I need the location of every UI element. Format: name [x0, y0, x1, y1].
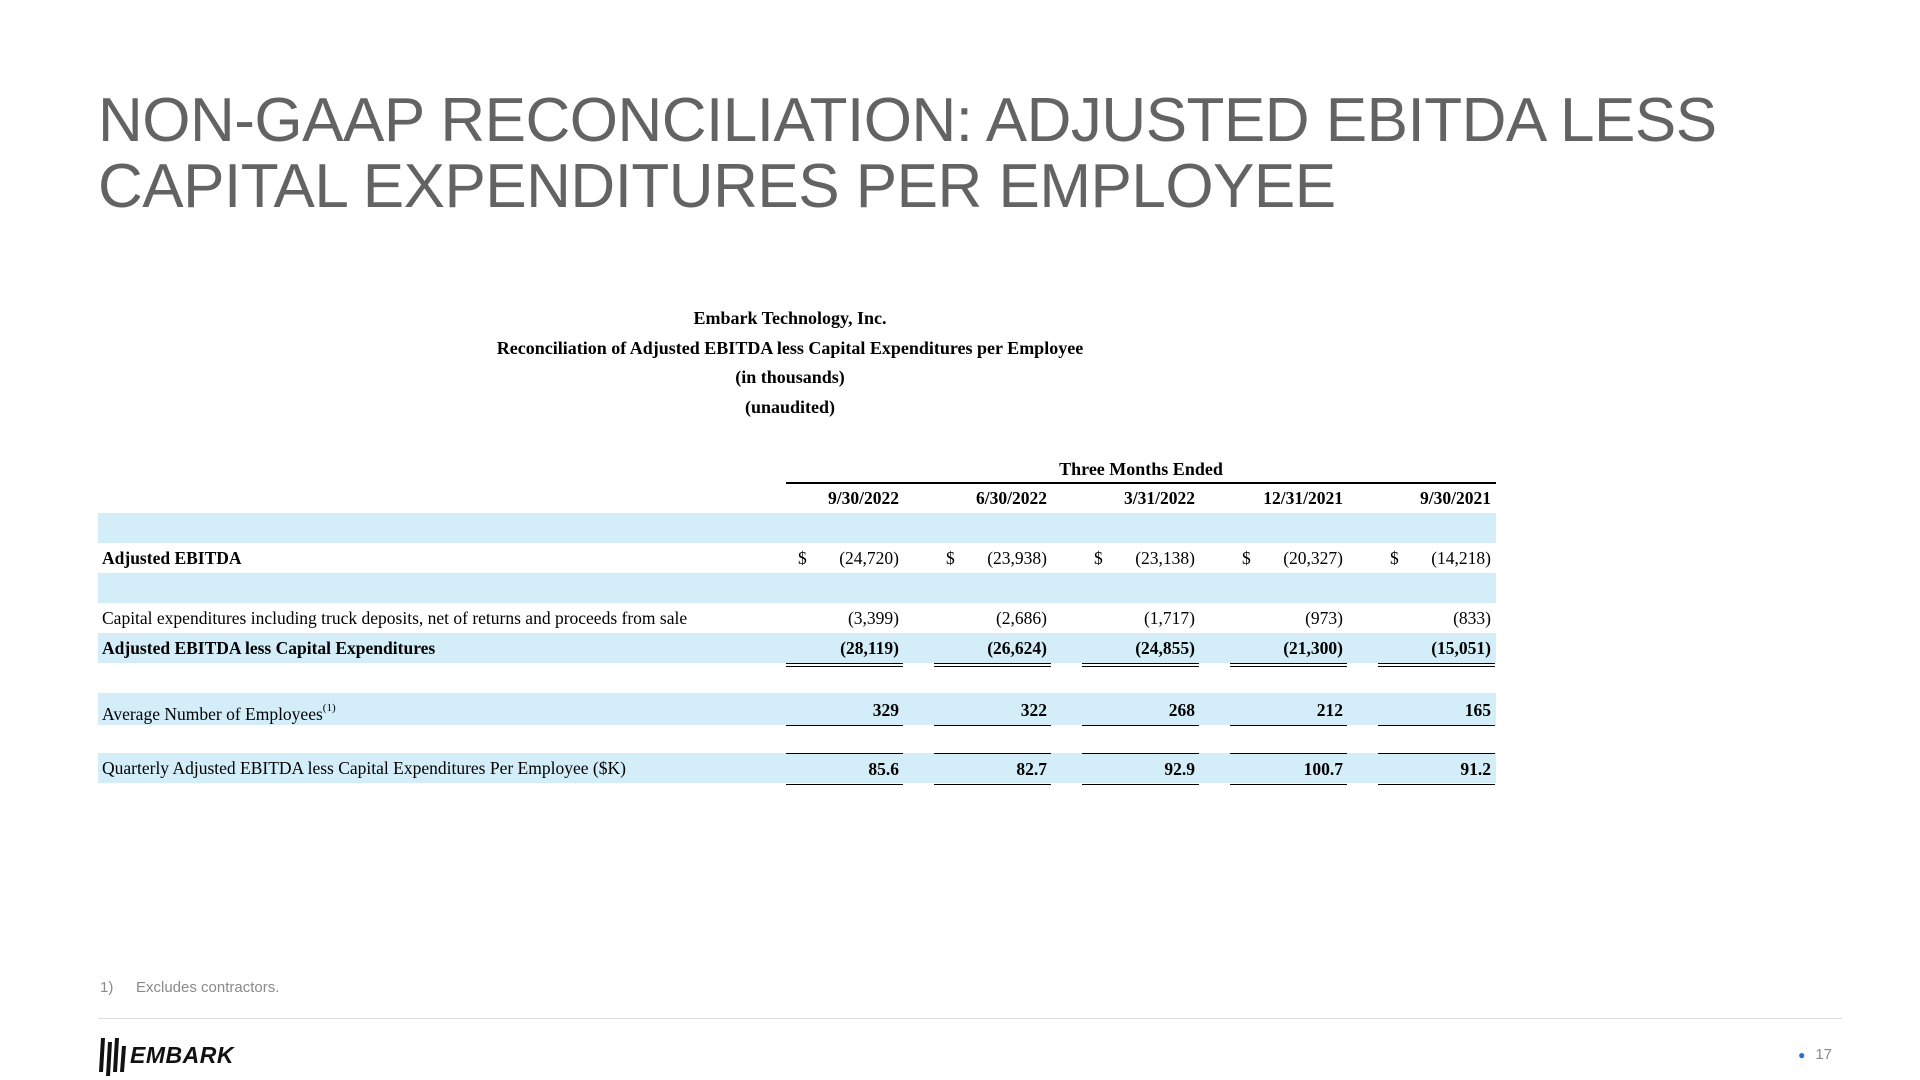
footnote-text: Excludes contractors. — [136, 979, 280, 996]
table-cell: $ (20,327) — [1242, 548, 1343, 568]
table-cell: $ (23,138) — [1094, 548, 1195, 568]
embark-logo-icon — [99, 1038, 126, 1076]
row-label: Adjusted EBITDA — [102, 548, 242, 568]
footnote-ref: (1) — [322, 702, 336, 714]
report-company: Embark Technology, Inc. — [693, 308, 887, 328]
table-cell: 91.2 — [1378, 753, 1495, 785]
table-cell: 85.6 — [786, 753, 903, 785]
logo-wordmark: EMBARK — [130, 1042, 234, 1068]
spacer-row — [98, 663, 1496, 693]
report-subtitle: Reconciliation of Adjusted EBITDA less C… — [496, 337, 1084, 358]
table-header-row: 9/30/2022 6/30/2022 3/31/2022 12/31/2021… — [98, 483, 1496, 514]
spacer-row — [98, 573, 1496, 603]
footnote-number: 1) — [100, 979, 114, 996]
table-cell: 322 — [934, 695, 1051, 726]
table-cell: 100.7 — [1230, 753, 1347, 785]
row-label: Capital expenditures including truck dep… — [102, 608, 688, 628]
table-cell: (2,686) — [934, 603, 1051, 634]
table-row-capex: Capital expenditures including truck dep… — [98, 603, 1496, 634]
footnote: 1) Excludes contractors. — [100, 979, 279, 996]
column-header: 12/31/2021 — [1230, 483, 1347, 514]
table-cell: (833) — [1378, 603, 1495, 634]
row-label: Average Number of Employees(1) — [102, 702, 336, 724]
slide-title-line-2: CAPITAL EXPENDITURES PER EMPLOYEE — [98, 152, 1336, 221]
column-group-header: Three Months Ended — [786, 456, 1496, 484]
table-cell: 82.7 — [934, 753, 1051, 785]
table-row-ebitda-less-capex: Adjusted EBITDA less Capital Expenditure… — [98, 633, 1496, 667]
table-cell: 212 — [1230, 695, 1347, 726]
page-number: ● 17 — [1798, 1046, 1832, 1063]
table-cell: 268 — [1082, 695, 1199, 726]
table-cell: (3,399) — [786, 603, 903, 634]
slide-title-line-1: NON-GAAP RECONCILIATION: ADJUSTED EBITDA… — [98, 86, 1717, 155]
table-cell: (26,624) — [934, 633, 1051, 667]
bullet-icon: ● — [1798, 1048, 1806, 1062]
row-label: Adjusted EBITDA less Capital Expenditure… — [102, 638, 436, 658]
table-cell: 165 — [1378, 695, 1495, 726]
table-cell: (15,051) — [1378, 633, 1495, 667]
report-units: (in thousands) — [735, 367, 845, 387]
table-row-adjusted-ebitda: Adjusted EBITDA $ (24,720) $ (23,938) $ (23… — [98, 543, 1496, 573]
report-header: Embark Technology, Inc. Reconciliation o… — [400, 304, 1180, 422]
table-row-per-employee: Quarterly Adjusted EBITDA less Capital E… — [98, 753, 1496, 785]
table-cell: (28,119) — [786, 633, 903, 667]
embark-logo: EMBARK — [98, 1034, 258, 1076]
table-cell: (1,717) — [1082, 603, 1199, 634]
spacer-row — [98, 725, 1496, 753]
table-cell: (21,300) — [1230, 633, 1347, 667]
spacer-row — [98, 513, 1496, 543]
table-cell: (973) — [1230, 603, 1347, 634]
table-cell: (24,855) — [1082, 633, 1199, 667]
column-header: 3/31/2022 — [1082, 483, 1199, 514]
table-row-employees: Average Number of Employees(1) 329 322 2… — [98, 693, 1496, 726]
table-cell: 92.9 — [1082, 753, 1199, 785]
reconciliation-table: 9/30/2022 6/30/2022 3/31/2022 12/31/2021… — [98, 483, 1496, 785]
column-header: 9/30/2021 — [1378, 483, 1495, 514]
slide-title: NON-GAAP RECONCILIATION: ADJUSTED EBITDA… — [98, 88, 1798, 220]
column-header: 6/30/2022 — [934, 483, 1051, 514]
report-audit-note: (unaudited) — [744, 396, 836, 417]
footer-divider — [98, 1018, 1842, 1019]
table-cell: $ (23,938) — [946, 548, 1047, 568]
table-cell: $ (14,218) — [1390, 548, 1491, 568]
column-header: 9/30/2022 — [786, 483, 903, 514]
row-label: Quarterly Adjusted EBITDA less Capital E… — [102, 758, 626, 778]
table-cell: 329 — [786, 695, 903, 726]
table-cell: $ (24,720) — [798, 548, 899, 568]
